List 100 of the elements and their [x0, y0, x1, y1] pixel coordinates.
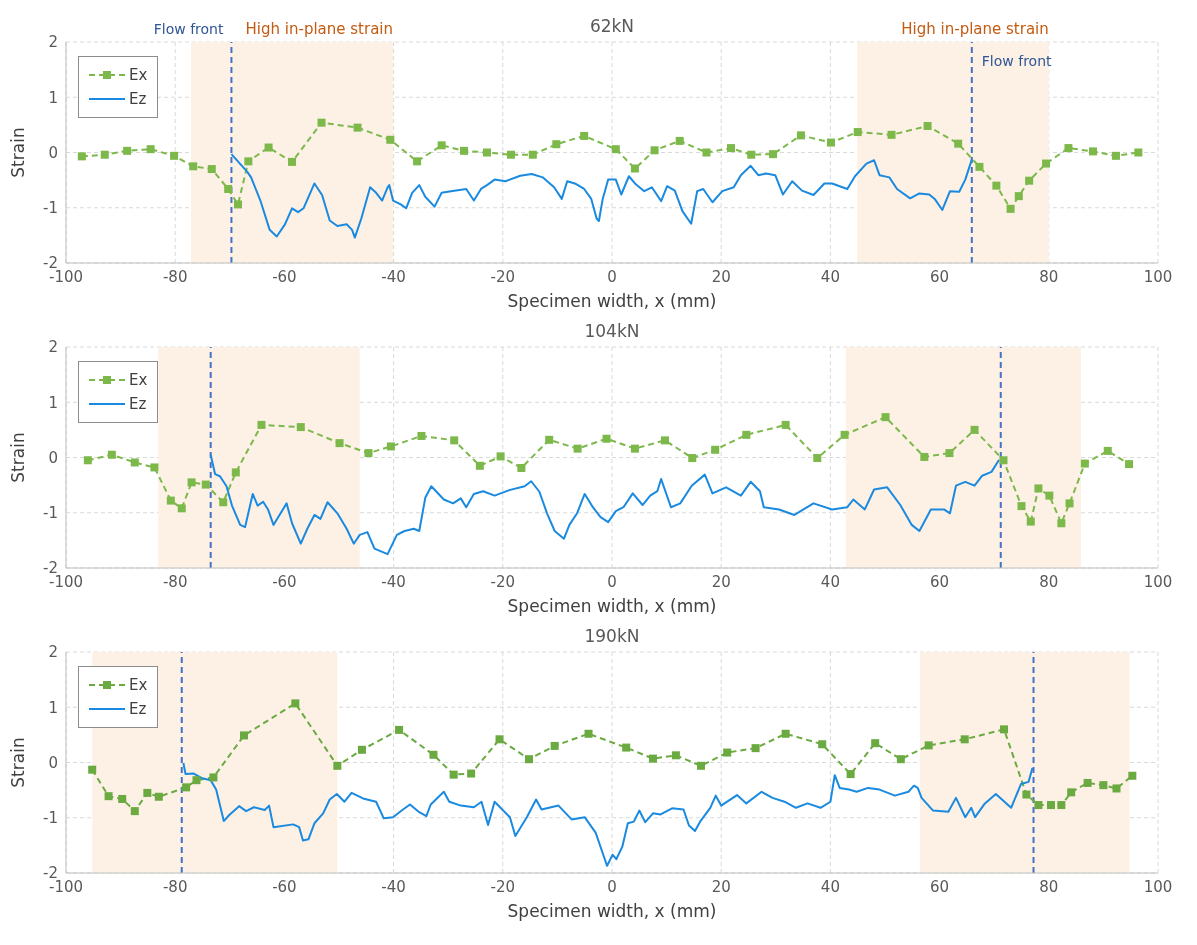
point [187, 478, 196, 487]
point [1064, 144, 1073, 153]
point [1125, 460, 1134, 469]
point [1089, 147, 1098, 156]
y-tick-label: 0 [48, 143, 58, 162]
point [528, 150, 537, 159]
point [1103, 446, 1112, 455]
point [1099, 781, 1108, 790]
point [945, 449, 954, 458]
point [1026, 517, 1035, 526]
point [881, 413, 890, 422]
point [1022, 790, 1031, 799]
point [751, 744, 760, 753]
point [1042, 159, 1051, 168]
point [781, 729, 790, 738]
y-tick-label: 2 [48, 33, 58, 52]
point [317, 118, 326, 127]
legend-label: Ez [129, 90, 147, 108]
x-tick-label: 80 [1039, 572, 1059, 591]
point [1006, 204, 1015, 213]
x-tick-label: 80 [1039, 877, 1059, 896]
point [209, 773, 218, 782]
point [118, 794, 127, 803]
point [233, 200, 242, 209]
point [386, 135, 395, 144]
x-tick-label: 0 [607, 572, 617, 591]
x-tick-label: 100 [1143, 267, 1173, 286]
point [475, 461, 484, 470]
x-tick-label: 0 [607, 877, 617, 896]
point [150, 463, 159, 472]
point [83, 456, 92, 465]
chart-title: 190kN [583, 626, 641, 646]
x-tick-label: 60 [930, 267, 950, 286]
point [840, 430, 849, 439]
point [166, 496, 175, 505]
legend-label: Ex [129, 66, 148, 84]
line-series [230, 153, 973, 239]
point [357, 745, 366, 754]
x-tick-label: 100 [1143, 572, 1173, 591]
x-axis-title: Specimen width, x (mm) [507, 901, 717, 921]
y-tick-label: -1 [43, 504, 58, 523]
point [954, 139, 963, 148]
x-tick-label: 0 [607, 267, 617, 286]
x-tick-label: -60 [272, 572, 297, 591]
x-tick-label: -60 [272, 267, 297, 286]
point [460, 146, 469, 155]
point [335, 439, 344, 448]
point [506, 150, 515, 159]
x-tick-label: 100 [1143, 877, 1173, 896]
point [648, 754, 657, 763]
x-axis-title: Specimen width, x (mm) [507, 596, 717, 616]
point [182, 783, 191, 792]
point [920, 452, 929, 461]
point [671, 751, 680, 760]
point [437, 141, 446, 150]
point [1000, 725, 1009, 734]
point [602, 434, 611, 443]
x-tick-label: 20 [711, 877, 731, 896]
point [826, 138, 835, 147]
x-tick-label: 40 [820, 267, 840, 286]
point [154, 792, 163, 801]
point [545, 435, 554, 444]
point [244, 157, 253, 166]
point [723, 748, 732, 757]
point [1112, 784, 1121, 793]
point [130, 458, 139, 467]
point [711, 445, 720, 454]
x-tick-label: -20 [490, 572, 516, 591]
point [417, 431, 426, 440]
point [1014, 192, 1023, 201]
y-tick-label: 1 [48, 393, 58, 412]
point [580, 131, 589, 140]
point [1111, 151, 1120, 160]
x-tick-label: -80 [162, 572, 188, 591]
point [231, 468, 240, 477]
point [781, 420, 790, 429]
x-tick-label: -60 [272, 877, 297, 896]
point [999, 456, 1008, 465]
point [1083, 778, 1092, 787]
point [333, 761, 342, 770]
point [960, 735, 969, 744]
point [1057, 801, 1066, 810]
legend-label: Ez [129, 700, 147, 718]
point [123, 146, 132, 155]
y-tick-label: 2 [48, 338, 58, 357]
point [100, 150, 109, 159]
point [353, 123, 362, 132]
y-axis-title: Strain [8, 127, 29, 178]
x-tick-label: 20 [711, 267, 731, 286]
point [660, 436, 669, 445]
point [970, 425, 979, 434]
point [924, 741, 933, 750]
point [688, 454, 697, 463]
x-tick-label: -80 [162, 267, 188, 286]
point [552, 140, 561, 149]
band-label: High in-plane strain [245, 20, 394, 38]
point [796, 131, 805, 140]
point [992, 181, 1001, 190]
point [240, 731, 248, 740]
x-tick-label: -40 [381, 572, 406, 591]
